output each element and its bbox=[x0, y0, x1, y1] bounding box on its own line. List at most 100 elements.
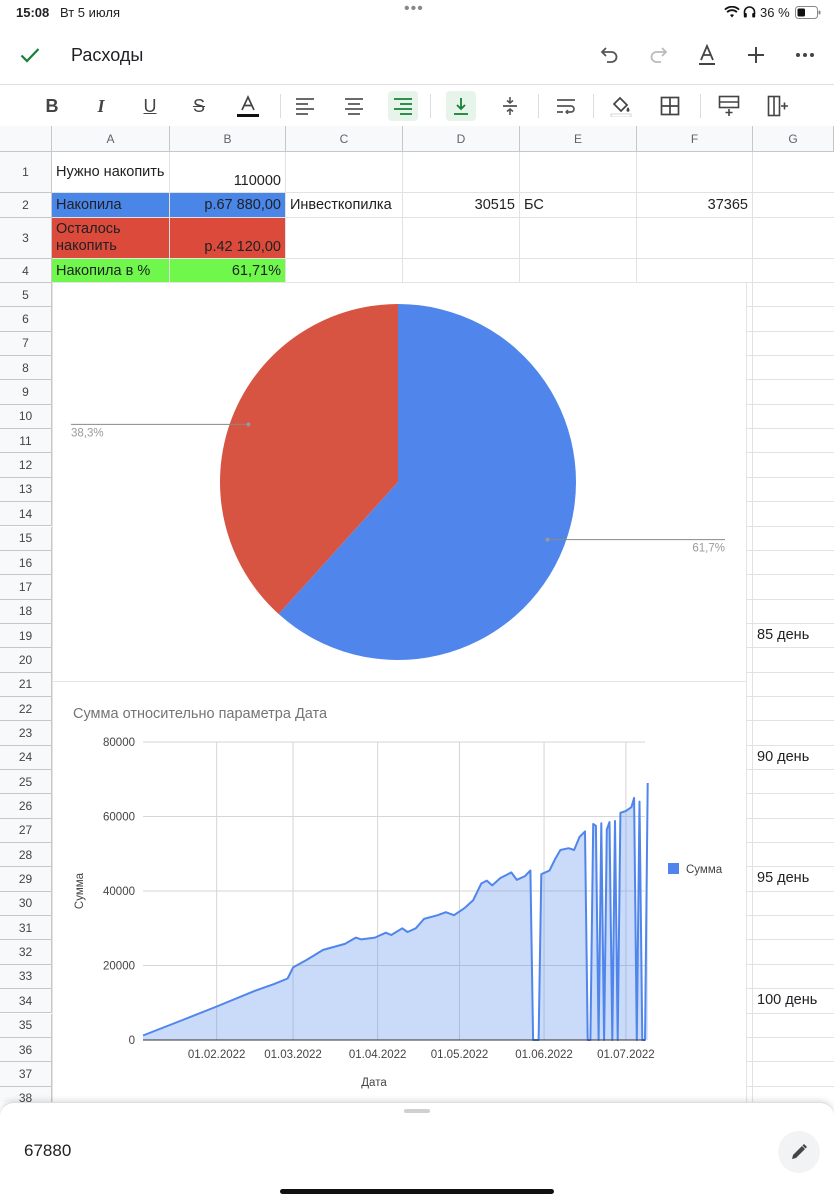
row-header-12[interactable]: 12 bbox=[0, 453, 52, 478]
cell-b2[interactable]: р.67 880,00 bbox=[170, 193, 286, 218]
row-header-19[interactable]: 19 bbox=[0, 623, 52, 649]
bold-icon[interactable]: B bbox=[45, 95, 59, 116]
cell-a2[interactable]: Накопила bbox=[52, 193, 170, 218]
insert-column-icon[interactable] bbox=[763, 91, 793, 121]
row-header-5[interactable]: 5 bbox=[0, 283, 52, 308]
row-header-10[interactable]: 10 bbox=[0, 404, 52, 430]
cell-g24[interactable]: 90 день bbox=[757, 749, 810, 765]
row-header-7[interactable]: 7 bbox=[0, 331, 52, 357]
row-header-34[interactable]: 34 bbox=[0, 989, 52, 1014]
cell-f2[interactable]: 37365 bbox=[637, 193, 753, 218]
cell-a4[interactable]: Накопила в % bbox=[52, 259, 170, 283]
row-header-11[interactable]: 11 bbox=[0, 429, 52, 454]
row-header-14[interactable]: 14 bbox=[0, 502, 52, 527]
column-header-e[interactable]: E bbox=[520, 126, 637, 152]
cell-b3[interactable]: р.42 120,00 bbox=[170, 218, 286, 259]
row-header-15[interactable]: 15 bbox=[0, 526, 52, 551]
cell-g29[interactable]: 95 день bbox=[757, 870, 810, 886]
row-header-18[interactable]: 18 bbox=[0, 599, 52, 624]
row-header-26[interactable]: 26 bbox=[0, 794, 52, 819]
row-header-29[interactable]: 29 bbox=[0, 867, 52, 892]
y-tick-label: 80000 bbox=[103, 737, 135, 749]
row-header-16[interactable]: 16 bbox=[0, 550, 52, 576]
align-left-icon[interactable] bbox=[290, 91, 320, 121]
column-header-a[interactable]: A bbox=[52, 126, 170, 152]
row-header-33[interactable]: 33 bbox=[0, 964, 52, 990]
row-header-37[interactable]: 37 bbox=[0, 1062, 52, 1087]
row-header-13[interactable]: 13 bbox=[0, 477, 52, 503]
row-header-31[interactable]: 31 bbox=[0, 916, 52, 941]
align-center-icon[interactable] bbox=[339, 91, 369, 121]
column-header-f[interactable]: F bbox=[637, 126, 753, 152]
cell-b4[interactable]: 61,71% bbox=[170, 259, 286, 283]
multitasking-dots-icon[interactable]: ••• bbox=[404, 0, 424, 17]
y-tick-label: 20000 bbox=[103, 961, 135, 973]
strikethrough-icon[interactable]: S bbox=[192, 95, 205, 116]
row-header-2[interactable]: 2 bbox=[0, 193, 52, 218]
text-format-icon[interactable] bbox=[690, 38, 724, 72]
undo-icon[interactable] bbox=[593, 38, 627, 72]
document-title[interactable]: Расходы bbox=[71, 45, 144, 65]
pie-slice-1[interactable] bbox=[278, 304, 576, 660]
row-header-6[interactable]: 6 bbox=[0, 307, 52, 332]
add-icon[interactable] bbox=[739, 38, 773, 72]
row-header-1[interactable]: 1 bbox=[0, 152, 52, 193]
row-header-28[interactable]: 28 bbox=[0, 843, 52, 868]
more-options-icon[interactable] bbox=[788, 38, 822, 72]
redo-icon[interactable] bbox=[641, 38, 675, 72]
column-header-c[interactable]: C bbox=[286, 126, 403, 152]
fill-color-icon[interactable] bbox=[606, 91, 636, 121]
pie-slice-label-1: 61,7% bbox=[692, 543, 725, 555]
area-chart[interactable]: Сумма относительно параметра Дата 0 20000 4… bbox=[53, 682, 746, 1102]
column-header-b[interactable]: B bbox=[170, 126, 286, 152]
cell-d2[interactable]: 30515 bbox=[403, 193, 520, 218]
sheet-drag-handle[interactable] bbox=[404, 1109, 430, 1113]
underline-icon[interactable]: U bbox=[143, 95, 157, 116]
pie-slice-2[interactable] bbox=[220, 304, 398, 615]
row-header-20[interactable]: 20 bbox=[0, 648, 52, 673]
insert-row-icon[interactable] bbox=[714, 91, 744, 121]
row-header-21[interactable]: 21 bbox=[0, 672, 52, 697]
y-axis-label: Сумма bbox=[74, 872, 86, 909]
area-series-line[interactable] bbox=[142, 782, 649, 1041]
borders-icon[interactable] bbox=[655, 91, 685, 121]
row-header-35[interactable]: 35 bbox=[0, 1013, 52, 1038]
row-header-32[interactable]: 32 bbox=[0, 940, 52, 965]
pie-chart[interactable]: 61,7% 38,3% bbox=[53, 283, 746, 681]
row-header-4[interactable]: 4 bbox=[0, 259, 52, 283]
formula-value[interactable]: 67880 bbox=[24, 1141, 72, 1160]
row-header-27[interactable]: 27 bbox=[0, 818, 52, 844]
row-header-9[interactable]: 9 bbox=[0, 380, 52, 405]
column-header-d[interactable]: D bbox=[403, 126, 520, 152]
y-tick-label: 0 bbox=[129, 1035, 135, 1047]
cell-a3[interactable]: Осталось накопить bbox=[52, 218, 170, 259]
status-bar: 15:08 Вт 5 июля ••• 36 % bbox=[0, 0, 834, 26]
cell-g34[interactable]: 100 день bbox=[757, 992, 818, 1008]
row-header-23[interactable]: 23 bbox=[0, 721, 52, 746]
align-right-icon[interactable] bbox=[388, 91, 418, 121]
text-wrap-icon[interactable] bbox=[551, 91, 581, 121]
row-header-24[interactable]: 24 bbox=[0, 745, 52, 770]
row-header-36[interactable]: 36 bbox=[0, 1037, 52, 1063]
cell-a1[interactable]: Нужно накопить bbox=[52, 152, 170, 193]
formula-bar: 67880 bbox=[0, 1102, 834, 1201]
cell-c2[interactable]: Инвесткопилка bbox=[286, 193, 403, 218]
vertical-align-middle-icon[interactable] bbox=[495, 91, 525, 121]
row-header-25[interactable]: 25 bbox=[0, 770, 52, 795]
cell-g19[interactable]: 85 день bbox=[757, 627, 810, 643]
row-header-8[interactable]: 8 bbox=[0, 356, 52, 381]
text-color-icon[interactable] bbox=[233, 91, 263, 121]
row-header-22[interactable]: 22 bbox=[0, 696, 52, 722]
row-header-17[interactable]: 17 bbox=[0, 575, 52, 600]
select-all-corner[interactable] bbox=[0, 126, 52, 152]
done-check-icon[interactable] bbox=[13, 38, 47, 72]
row-header-3[interactable]: 3 bbox=[0, 218, 52, 259]
row-header-30[interactable]: 30 bbox=[0, 891, 52, 917]
italic-icon[interactable]: I bbox=[97, 95, 105, 116]
column-header-g[interactable]: G bbox=[753, 126, 834, 152]
cell-b1[interactable]: 110000 bbox=[170, 152, 286, 193]
vertical-align-bottom-icon[interactable] bbox=[446, 91, 476, 121]
cell-e2[interactable]: БС bbox=[520, 193, 637, 218]
row-header-38[interactable]: 38 bbox=[0, 1086, 52, 1102]
edit-pencil-icon[interactable] bbox=[778, 1131, 820, 1173]
